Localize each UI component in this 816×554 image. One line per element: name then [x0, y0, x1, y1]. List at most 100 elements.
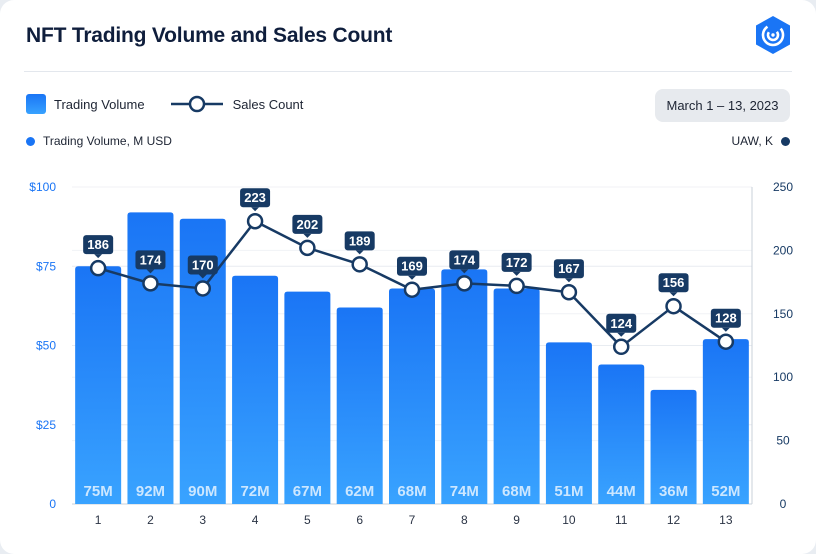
left-axis-tick-label: 0	[49, 497, 56, 511]
sales-count-label-bg	[187, 255, 218, 275]
line-marker-icon	[170, 95, 223, 113]
right-axis-tick-label: 50	[776, 434, 790, 448]
bar-trading-volume	[441, 269, 488, 504]
sales-count-data-label: 189	[349, 233, 371, 248]
bar-data-label: 74M	[450, 483, 479, 500]
x-axis-tick-label: 4	[252, 513, 259, 527]
sales-count-data-label: 174	[140, 252, 162, 267]
dappradar-logo-icon	[756, 16, 790, 54]
sales-count-data-label: 169	[401, 259, 423, 274]
left-axis-tick-label: $25	[36, 418, 56, 432]
sales-count-label-bg	[501, 252, 532, 272]
x-axis-tick-label: 11	[615, 513, 628, 527]
sales-count-data-label: 128	[715, 311, 737, 326]
chart-title: NFT Trading Volume and Sales Count	[26, 24, 393, 47]
legend-label-trading-volume: Trading Volume	[54, 96, 145, 112]
sales-count-point	[456, 275, 473, 292]
bar-trading-volume	[389, 288, 435, 504]
x-axis-tick-label: 12	[667, 513, 681, 527]
sales-count-label-pointer	[564, 278, 573, 283]
sales-count-label-bg	[553, 259, 584, 279]
sales-count-data-label: 124	[610, 316, 632, 331]
sales-count-point	[665, 297, 682, 315]
sales-count-label-pointer	[251, 207, 260, 212]
x-axis-tick-label: 1	[95, 513, 102, 527]
sales-count-label-bg	[397, 256, 427, 276]
right-axis-title-text: UAW, K	[731, 134, 773, 148]
x-axis-tick-label: 8	[461, 513, 468, 527]
bar-data-label: 90M	[188, 483, 217, 500]
sales-count-data-label: 170	[192, 257, 214, 272]
sales-count-label-pointer	[94, 254, 103, 259]
right-axis-tick-label: 250	[773, 180, 793, 194]
sales-count-label-pointer	[512, 271, 521, 276]
x-axis-tick-label: 9	[513, 513, 520, 527]
bar-data-label: 68M	[502, 483, 531, 500]
bar-data-label: 62M	[345, 483, 374, 500]
sales-count-label-bg	[292, 214, 323, 234]
right-axis-tick-label: 150	[773, 307, 793, 321]
sales-count-label-bg	[344, 231, 375, 251]
bar-data-label: 92M	[136, 483, 165, 500]
left-axis-dot-icon	[26, 136, 35, 146]
sales-count-label-pointer	[460, 269, 469, 274]
bar-data-label: 68M	[397, 483, 426, 500]
right-axis-tick-label: 0	[780, 497, 787, 511]
right-axis-tick-label: 100	[773, 370, 793, 384]
sales-count-point	[560, 283, 578, 301]
x-axis-tick-label: 5	[304, 513, 311, 527]
chart-legend: Trading Volume Sales Count	[26, 94, 329, 114]
sales-count-data-label: 156	[663, 275, 685, 290]
bar-data-label: 67M	[293, 483, 322, 500]
x-axis-tick-label: 2	[147, 513, 154, 527]
sales-count-point	[717, 333, 735, 350]
left-axis-title: Trading Volume, M USD	[26, 134, 172, 148]
bar-trading-volume	[179, 218, 226, 504]
sales-count-label-pointer	[617, 332, 626, 337]
x-axis-tick-label: 10	[562, 513, 576, 527]
legend-item-trading-volume[interactable]: Trading Volume	[26, 94, 145, 114]
bar-trading-volume	[702, 339, 749, 504]
sales-count-label-pointer	[303, 233, 312, 238]
legend-item-sales-count[interactable]: Sales Count	[170, 94, 304, 114]
sales-count-point	[299, 239, 316, 257]
x-axis-tick-label: 6	[356, 513, 363, 527]
sales-count-label-bg	[658, 273, 689, 293]
bar-trading-volume	[75, 266, 122, 504]
bar-trading-volume	[545, 342, 592, 504]
bar-trading-volume	[284, 291, 331, 504]
sales-count-point	[89, 259, 107, 277]
right-axis-tick-label: 200	[773, 243, 793, 257]
bar-data-label: 75M	[84, 483, 113, 500]
date-range-badge[interactable]: March 1 – 13, 2023	[655, 89, 790, 122]
right-axis-dot-icon	[781, 136, 790, 146]
sales-count-point	[403, 281, 421, 298]
sales-count-data-label: 202	[297, 217, 319, 232]
sales-count-label-bg	[449, 250, 480, 270]
sales-count-point	[194, 280, 212, 297]
sales-count-label-pointer	[408, 275, 416, 280]
sales-count-label-bg	[83, 235, 114, 255]
sales-count-data-label: 186	[87, 237, 109, 252]
left-axis-tick-label: $100	[29, 180, 56, 194]
sales-count-point	[351, 256, 368, 273]
sales-count-data-label: 172	[506, 255, 528, 270]
sales-count-label-pointer	[355, 250, 364, 255]
sales-count-label-pointer	[721, 327, 730, 332]
x-axis-tick-label: 13	[719, 513, 733, 527]
left-axis-tick-label: $75	[36, 259, 56, 273]
sales-count-point	[612, 338, 630, 356]
bar-data-label: 72M	[240, 483, 269, 500]
sales-count-point	[142, 275, 159, 292]
sales-count-label-bg	[710, 308, 741, 328]
legend-label-sales-count: Sales Count	[232, 96, 304, 112]
bar-trading-volume	[493, 288, 540, 504]
sales-count-data-label: 223	[244, 190, 266, 205]
sales-count-data-label: 167	[558, 261, 580, 276]
bar-trading-volume	[232, 275, 279, 504]
bar-trading-volume	[336, 307, 383, 504]
bar-swatch-icon	[26, 94, 46, 114]
sales-count-label-bg	[135, 250, 166, 270]
